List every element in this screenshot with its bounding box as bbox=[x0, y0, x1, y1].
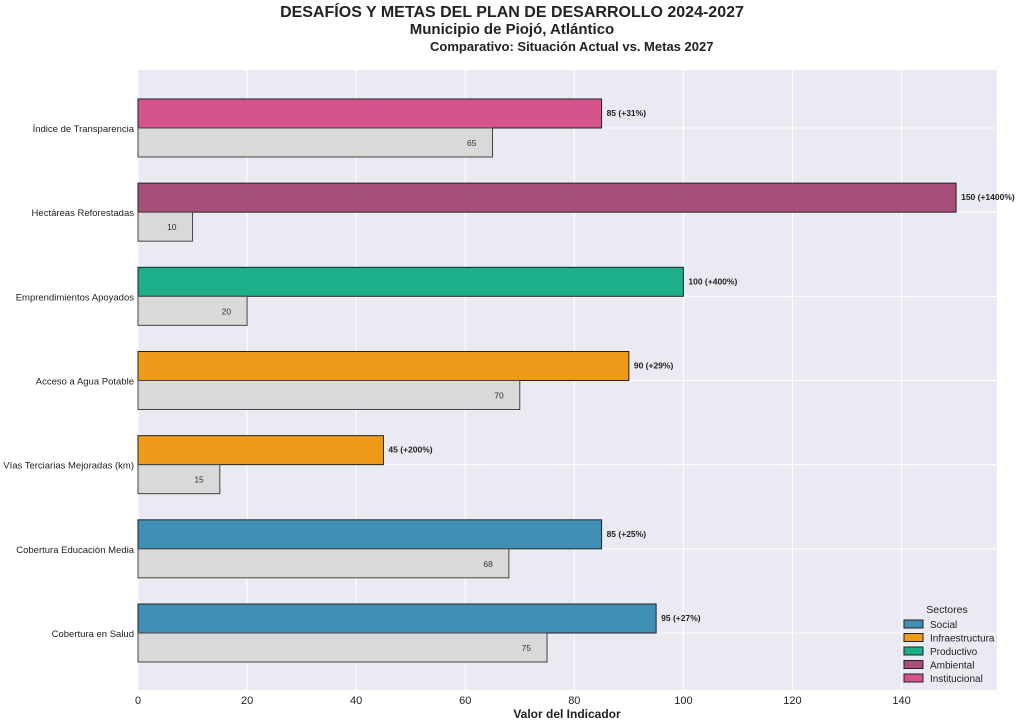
x-tick-label: 140 bbox=[892, 695, 910, 707]
bar-meta bbox=[137, 98, 603, 129]
x-tick-label: 60 bbox=[459, 695, 471, 707]
bar-actual bbox=[137, 379, 521, 410]
legend-swatch bbox=[903, 633, 924, 642]
x-tick-label: 20 bbox=[241, 695, 253, 707]
data-label-meta: 85 (+25%) bbox=[607, 529, 647, 539]
data-label-meta: 45 (+200%) bbox=[388, 445, 432, 455]
y-tick-label: Cobertura Educación Media bbox=[16, 545, 134, 556]
data-label-meta: 95 (+27%) bbox=[661, 613, 701, 623]
data-label-actual: 65 bbox=[467, 138, 477, 148]
data-label-actual: 20 bbox=[222, 306, 232, 316]
data-label-meta: 150 (+1400%) bbox=[961, 192, 1015, 202]
data-label-actual: 70 bbox=[494, 390, 504, 400]
legend-label: Infraestructura bbox=[930, 634, 995, 645]
data-label-actual: 68 bbox=[483, 559, 493, 569]
bar-meta bbox=[137, 182, 957, 213]
data-label-actual: 75 bbox=[522, 643, 532, 653]
bar-actual bbox=[137, 295, 248, 326]
legend-swatch bbox=[903, 619, 924, 629]
legend-label: Productivo bbox=[930, 647, 978, 658]
legend-swatch bbox=[903, 646, 924, 656]
chart-title: DESAFÍOS Y METAS DEL PLAN DE DESARROLLO … bbox=[280, 4, 744, 21]
x-tick-label: 0 bbox=[135, 695, 141, 707]
bar-meta bbox=[137, 519, 603, 550]
bar-actual bbox=[137, 548, 510, 579]
chart-subtitle-2: Comparativo: Situación Actual vs. Metas … bbox=[430, 39, 714, 54]
bar-actual bbox=[137, 632, 548, 663]
bar-meta bbox=[137, 350, 630, 381]
bar-meta bbox=[137, 603, 657, 634]
bar-actual bbox=[137, 211, 194, 242]
data-label-meta: 85 (+31%) bbox=[607, 108, 647, 118]
legend-title: Sectores bbox=[926, 604, 967, 616]
data-label-actual: 10 bbox=[167, 222, 177, 232]
bar-actual bbox=[137, 464, 221, 495]
legend-label: Social bbox=[930, 620, 957, 631]
x-tick-label: 40 bbox=[350, 695, 362, 707]
legend-swatch bbox=[903, 673, 924, 683]
legend-swatch bbox=[903, 660, 924, 669]
y-tick-label: Índice de Transparencia bbox=[33, 124, 135, 135]
y-tick-label: Cobertura en Salud bbox=[52, 629, 134, 640]
bar-meta bbox=[137, 435, 384, 466]
x-tick-label: 120 bbox=[783, 695, 801, 707]
bar-meta bbox=[137, 266, 684, 297]
y-tick-label: Hectáreas Reforestadas bbox=[32, 208, 135, 219]
data-label-meta: 100 (+400%) bbox=[688, 276, 737, 286]
x-tick-label: 100 bbox=[674, 695, 692, 707]
chart-subtitle: Municipio de Piojó, Atlántico bbox=[409, 21, 615, 38]
legend-label: Ambiental bbox=[930, 661, 974, 672]
bar-actual bbox=[137, 127, 494, 158]
x-tick-label: 80 bbox=[568, 695, 580, 707]
data-label-actual: 15 bbox=[194, 475, 204, 485]
data-label-meta: 90 (+29%) bbox=[634, 360, 674, 370]
y-tick-label: Acceso a Agua Potable bbox=[36, 376, 134, 387]
legend-label: Institucional bbox=[930, 674, 983, 685]
x-axis-label: Valor del Indicador bbox=[513, 707, 621, 721]
y-tick-label: Emprendimientos Apoyados bbox=[16, 292, 135, 303]
y-tick-label: Vías Terciarias Mejoradas (km) bbox=[3, 461, 134, 472]
